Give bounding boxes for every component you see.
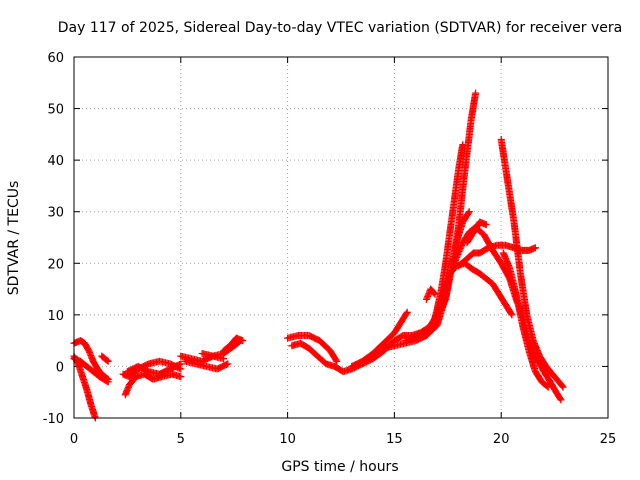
data-point	[459, 141, 467, 149]
data-point	[431, 290, 439, 298]
data-point	[544, 383, 552, 391]
data-point	[224, 360, 232, 368]
y-tick-label: 60	[47, 51, 64, 66]
series-arc17	[401, 208, 473, 345]
data-point	[556, 395, 564, 403]
y-tick-label: 30	[47, 206, 64, 221]
data-point	[482, 221, 490, 229]
data-points	[70, 89, 567, 422]
series-arc18	[408, 259, 516, 342]
data-point	[465, 208, 473, 216]
series-arc9	[181, 357, 232, 373]
data-point	[453, 253, 461, 261]
series-arc11	[220, 334, 247, 355]
series-arc12	[284, 332, 341, 365]
series-arc7	[123, 360, 185, 378]
series-arc23	[497, 136, 567, 391]
data-point	[464, 209, 472, 217]
x-tick-label: 0	[70, 432, 78, 447]
data-point	[430, 289, 438, 297]
data-point	[177, 360, 185, 368]
series-arc3	[70, 355, 112, 386]
grid-lines	[74, 57, 608, 418]
data-point	[103, 356, 111, 364]
data-point	[557, 396, 565, 404]
data-point	[507, 310, 515, 318]
chart-title: Day 117 of 2025, Sidereal Day-to-day VTE…	[58, 20, 622, 36]
data-point	[333, 357, 341, 365]
axis-ticks: 0 5 10 15 20 25 -10 0 10 20 30 40 50 60	[43, 51, 617, 447]
y-tick-label: 10	[47, 309, 64, 324]
x-tick-label: 25	[600, 432, 617, 447]
y-tick-label: 0	[56, 360, 64, 375]
data-point	[558, 382, 566, 390]
y-tick-label: 40	[47, 154, 64, 169]
series-arc6	[121, 370, 185, 399]
y-axis-label: SDTVAR / TECUs	[6, 181, 22, 296]
data-point	[332, 356, 340, 364]
data-point	[422, 295, 430, 303]
series-arc22	[463, 218, 490, 247]
data-point	[104, 357, 112, 365]
series-arc24	[499, 249, 552, 391]
data-point	[103, 377, 111, 385]
data-point	[543, 382, 551, 390]
data-point	[104, 378, 112, 386]
x-tick-label: 5	[177, 432, 185, 447]
x-tick-label: 10	[279, 432, 296, 447]
data-point	[472, 89, 480, 97]
data-point	[403, 308, 411, 316]
data-point	[531, 244, 539, 252]
series-arc15	[348, 308, 411, 370]
x-tick-label: 15	[386, 432, 403, 447]
x-tick-label: 20	[493, 432, 510, 447]
data-point	[177, 373, 185, 381]
plot-frame	[73, 56, 609, 419]
data-point	[508, 311, 516, 319]
y-tick-label: 50	[47, 103, 64, 118]
series-arc16	[380, 141, 467, 352]
series-arc19	[422, 285, 439, 303]
y-tick-label: -10	[43, 412, 64, 427]
data-point	[402, 310, 410, 318]
series-arc13	[288, 339, 339, 370]
data-point	[239, 337, 247, 345]
x-axis-label: GPS time / hours	[281, 459, 398, 475]
y-tick-label: 20	[47, 257, 64, 272]
series-arc4	[98, 352, 112, 365]
data-point	[559, 383, 567, 391]
